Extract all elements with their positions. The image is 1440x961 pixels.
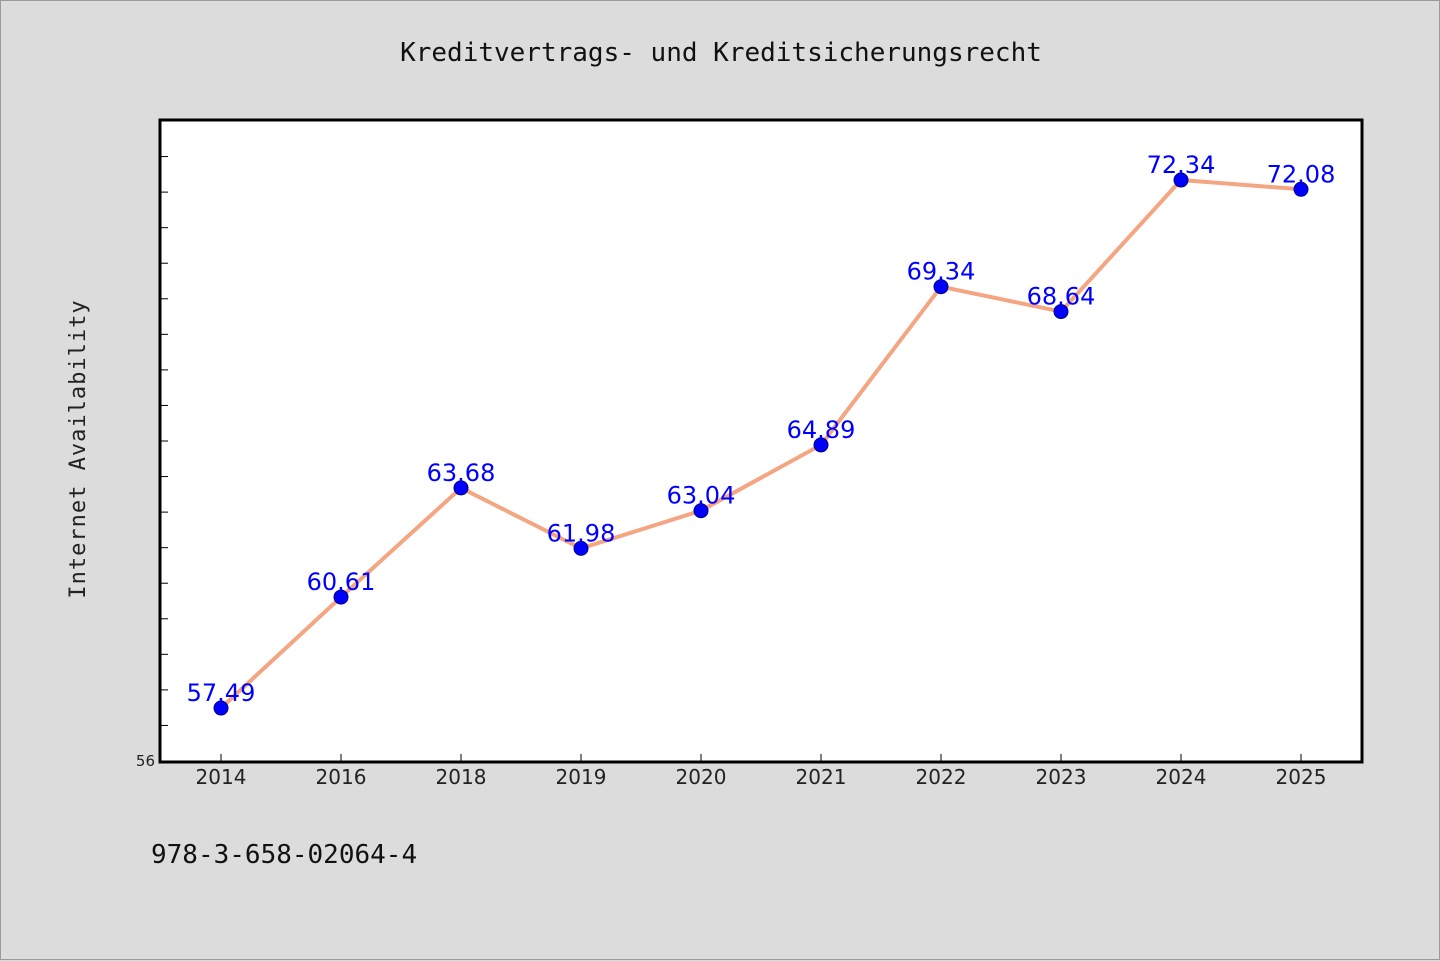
data-point-label: 61.98: [547, 519, 616, 547]
data-point-marker: [933, 279, 949, 295]
data-point-label: 60.61: [307, 568, 376, 596]
data-point-marker: [813, 437, 829, 453]
y-tick-label: 56: [136, 752, 155, 770]
data-point-marker: [693, 503, 709, 519]
x-tick-label: 2022: [916, 765, 967, 789]
data-point-label: 68.64: [1027, 283, 1096, 311]
data-point-label: 72.08: [1267, 160, 1336, 188]
x-tick-label: 2025: [1276, 765, 1327, 789]
data-point-label: 64.89: [787, 416, 856, 444]
x-axis-ticks: 2014 2016 2018 2019 2020 2021 2022 2023 2024 2025: [196, 754, 1327, 789]
x-tick-label: 2023: [1036, 765, 1087, 789]
data-points: [213, 172, 1309, 716]
x-tick-label: 2018: [436, 765, 487, 789]
footnote-isbn: 978-3-658-02064-4: [151, 840, 417, 870]
x-tick-label: 2016: [316, 765, 367, 789]
data-point-marker: [573, 540, 589, 556]
x-tick-label: 2020: [676, 765, 727, 789]
data-point-label: 57.49: [187, 679, 256, 707]
x-tick-label: 2024: [1156, 765, 1207, 789]
data-point-label: 63.68: [427, 459, 496, 487]
data-point-label: 69.34: [907, 258, 976, 286]
data-labels: 57.49 60.61 63.68 61.98 63.04 64.89 69.34 68.64…: [187, 151, 1336, 707]
data-point-label: 63.04: [667, 482, 736, 510]
x-tick-label: 2021: [796, 765, 847, 789]
chart-title: Kreditvertrags- und Kreditsicherungsrech…: [400, 38, 1042, 68]
y-axis-label: Internet Availability: [66, 299, 91, 598]
data-point-marker: [213, 700, 229, 716]
x-tick-label: 2019: [556, 765, 607, 789]
data-point-marker: [1053, 304, 1069, 320]
y-axis-ticks: 56: [136, 156, 168, 770]
data-point-marker: [333, 589, 349, 605]
data-point-marker: [1293, 181, 1309, 197]
series-line: [219, 178, 1302, 710]
data-point-marker: [1173, 172, 1189, 188]
x-tick-label: 2014: [196, 765, 247, 789]
plot-area: [158, 118, 1364, 764]
data-point-label: 72.34: [1147, 151, 1216, 179]
data-point-marker: [453, 480, 469, 496]
